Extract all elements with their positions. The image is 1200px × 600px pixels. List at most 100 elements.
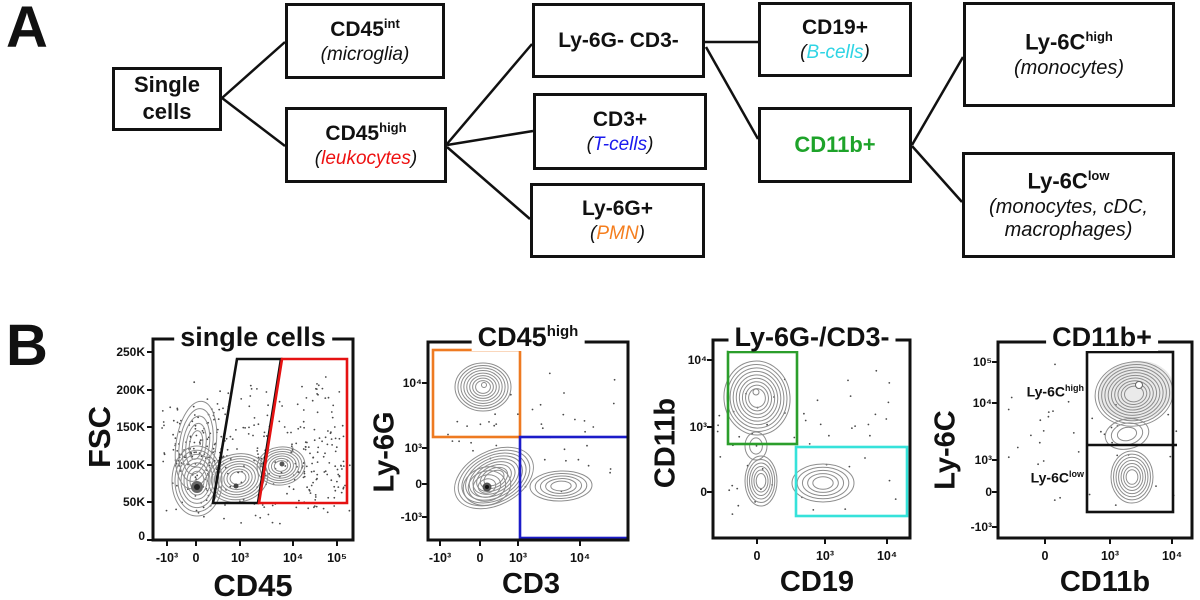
y-tick: 250K (116, 345, 145, 359)
y-tick-marks (422, 382, 428, 518)
box-title-sup: low (1087, 168, 1110, 184)
dense-core (481, 382, 487, 388)
contour-cluster-ly6gneg-core (462, 466, 512, 506)
tcell-gate (518, 435, 630, 540)
box-title-sup: high (1085, 28, 1113, 44)
x-tick: 0 (476, 551, 484, 565)
box-subtitle: (monocytes) (1013, 56, 1125, 79)
x-axis-label-cd19: CD19 (779, 566, 855, 598)
x-tick: 10³ (230, 551, 250, 565)
dense-core (279, 461, 285, 467)
gating-box-cd3pos: CD3+ (T-cells) (533, 93, 707, 170)
box-subtitle: (monocytes, cDC, macrophages) (989, 195, 1148, 241)
ly6c-gate (1085, 350, 1175, 514)
contour-cluster-ly6chigh (1094, 361, 1174, 427)
density-shading (1098, 360, 1174, 422)
edge-single-to-cd45high (221, 97, 286, 147)
box-title: Ly-6G- CD3- (558, 28, 679, 52)
edge-cd45high-to-cd3 (446, 129, 534, 147)
box-title: CD19+ (802, 16, 868, 40)
x-tick: 0 (1041, 549, 1049, 563)
box-title-sup: int (383, 16, 400, 32)
contour-cluster-cd45int (207, 453, 269, 503)
leukocyte-gate (257, 357, 349, 505)
pmn-gate (431, 348, 522, 439)
plot-title-cd45high: CD45high (471, 324, 585, 351)
scatter-dots (172, 398, 229, 514)
dense-core (485, 485, 489, 489)
box-title: CD11b+ (794, 131, 876, 157)
box-title-sup: high (379, 120, 407, 136)
plot-title-cd11bpos: CD11b+ (1046, 324, 1158, 351)
box-subtitle: (PMN) (590, 222, 645, 244)
box-title: Single cells (133, 72, 200, 124)
dense-core (233, 483, 239, 489)
gating-box-ly6g-cd3-neg: Ly-6G- CD3- (532, 3, 705, 78)
gating-box-single-cells: Single cells (112, 67, 222, 131)
edge-cd11b-to-ly6chigh (910, 56, 965, 146)
box-subtitle: (T-cells) (586, 133, 654, 155)
y-tick: 0 (985, 485, 992, 499)
box-title-text: CD45 (330, 18, 384, 42)
y-tick: 10⁵ (973, 355, 992, 369)
gating-box-ly6chigh: Ly-6Chigh (monocytes) (963, 2, 1175, 107)
x-tick: 10³ (815, 549, 835, 563)
box-title: CD3+ (592, 108, 648, 132)
x-tick: 0 (192, 551, 200, 565)
y-tick: 150K (116, 420, 145, 434)
y-tick: 10⁴ (402, 376, 422, 390)
box-title-text: Ly-6C (1025, 29, 1086, 55)
x-tick-marks (756, 538, 888, 544)
plot-frame-cd45high (426, 340, 630, 542)
y-tick: 10³ (689, 420, 707, 434)
plot-frame-cd11bpos (996, 340, 1194, 540)
scatter-dots (447, 372, 616, 493)
x-tick: -10³ (155, 551, 179, 565)
plot-title-single-cells: single cells (174, 324, 332, 351)
box-subtitle: (leukocytes) (314, 147, 418, 169)
box-title-text: Ly-6C (1027, 168, 1088, 194)
dense-core (1135, 381, 1143, 389)
y-axis-label-ly6c: Ly-6C (929, 410, 962, 490)
contour-cluster-cd45high (256, 446, 306, 486)
x-tick: 10⁴ (569, 551, 591, 565)
plot-frame-single-cells (151, 337, 355, 542)
y-tick: 0 (415, 477, 422, 491)
contour-neck (744, 431, 768, 461)
gating-box-cd11bpos: CD11b+ (758, 107, 912, 183)
microglia-gate (211, 357, 283, 505)
y-tick: -10³ (400, 510, 422, 524)
gating-box-ly6gpos: Ly-6G+ (PMN) (530, 183, 705, 258)
contour-cluster-tcells (529, 470, 593, 502)
x-tick: 0 (753, 549, 761, 563)
y-tick: 10⁴ (972, 396, 992, 410)
x-tick: 10⁴ (282, 551, 304, 565)
ly6chigh-gate-label: Ly-6Chigh (1026, 383, 1084, 400)
cd11b-gate (726, 350, 799, 446)
y-tick: 50K (122, 495, 145, 509)
plot-title-ly6g-cd3: Ly-6G-/CD3- (728, 324, 896, 351)
box-title: Ly-6Clow (1028, 168, 1110, 195)
dense-core (482, 482, 492, 492)
gating-box-cd45high: CD45high (leukocytes) (285, 107, 447, 183)
scatter-dots (161, 376, 345, 525)
x-tick: 10⁴ (876, 549, 898, 563)
panel-b-label: B (6, 313, 48, 378)
contour-cluster-cd45neg-core (171, 445, 223, 517)
gating-box-cd19pos: CD19+ (B-cells) (758, 2, 912, 77)
x-tick: 10³ (1100, 549, 1120, 563)
dense-core (191, 481, 203, 493)
y-tick-marks (992, 361, 998, 528)
y-tick-marks (707, 359, 713, 493)
gating-box-cd45int: CD45int (microglia) (285, 3, 445, 79)
x-tick: 10⁵ (327, 551, 347, 565)
edge-cd11b-to-ly6clow (911, 145, 963, 203)
edge-cd45high-to-ly6g (446, 146, 531, 220)
dense-core (752, 388, 760, 396)
box-subtitle: (microglia) (320, 43, 410, 65)
contour-cluster-ly6clow (1110, 450, 1154, 504)
plot-frame-ly6g-cd3 (711, 338, 912, 540)
x-tick: 10³ (508, 551, 528, 565)
x-tick-marks (439, 540, 581, 546)
y-tick: 0 (700, 485, 707, 499)
